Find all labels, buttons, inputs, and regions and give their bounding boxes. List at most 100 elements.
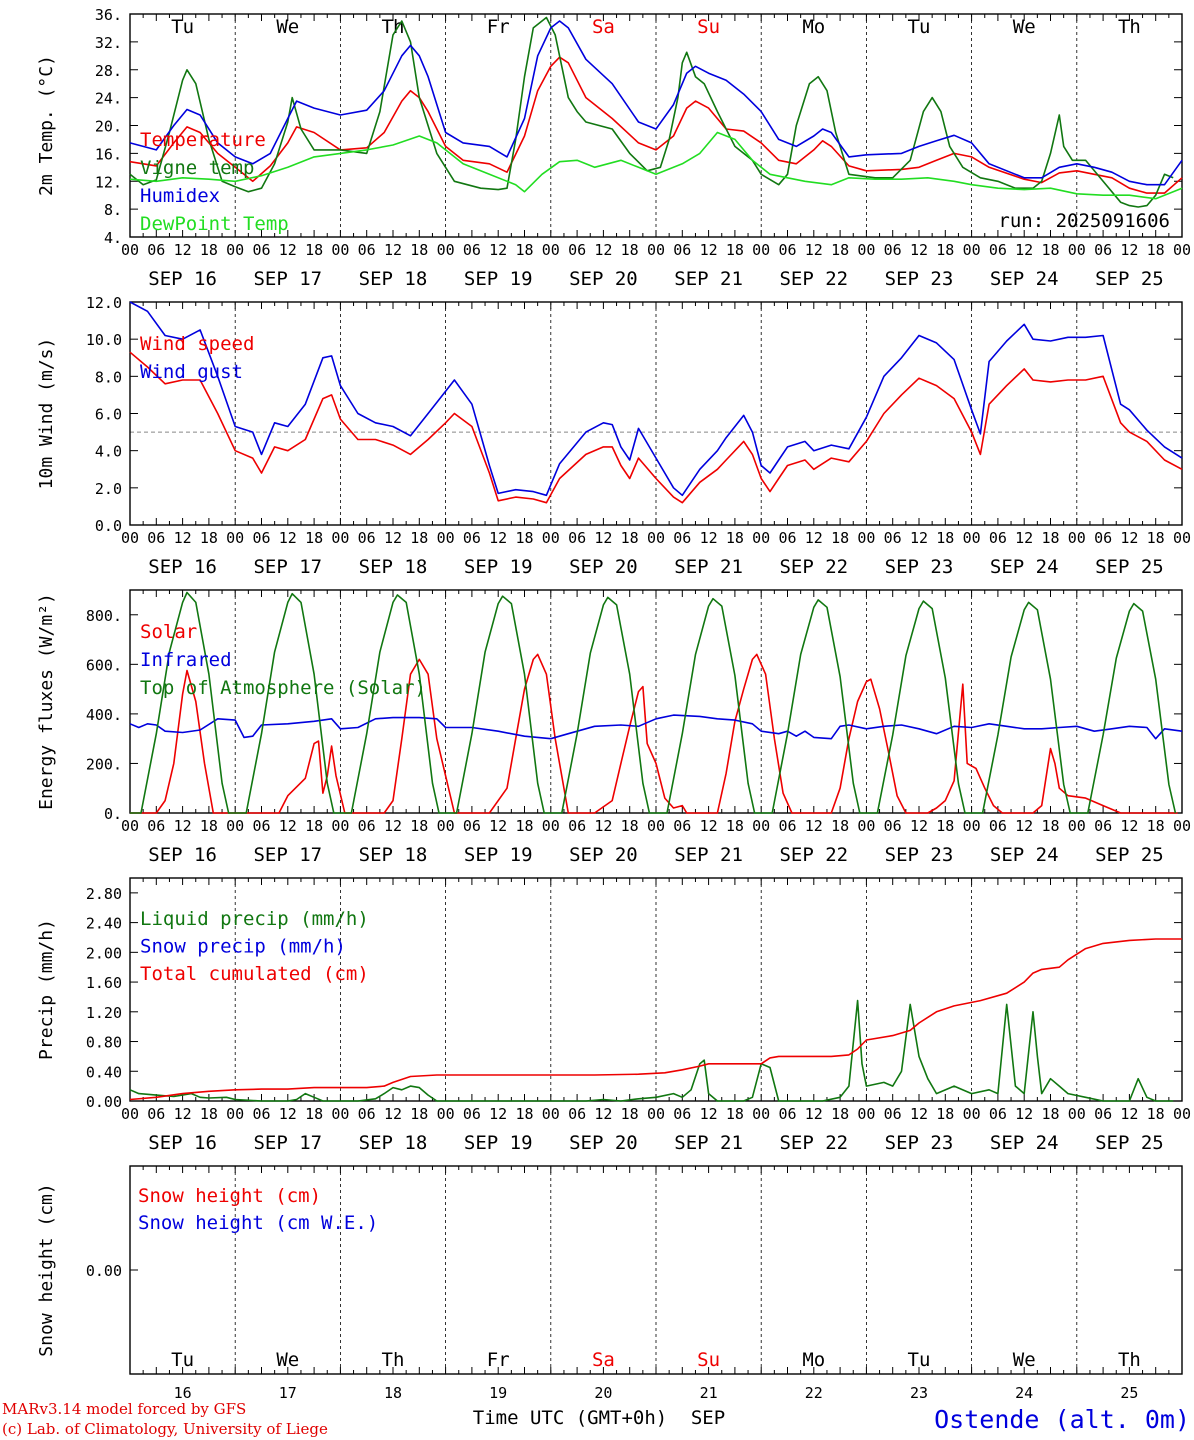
- station-name: Ostende (alt. 0m): [934, 1405, 1190, 1434]
- x-hour-label: 12: [384, 529, 402, 547]
- x-hour-label: 12: [805, 817, 823, 835]
- y-tick-label: 0.: [104, 805, 122, 823]
- x-hour-label: 06: [147, 529, 165, 547]
- x-date-label: SEP 23: [885, 844, 954, 866]
- day-number: 20: [594, 1384, 612, 1402]
- run-annotation: run: 2025091606: [998, 210, 1170, 232]
- x-date-label: SEP 20: [569, 1132, 638, 1154]
- y-tick-label: 800.: [86, 607, 122, 625]
- x-hour-label: 00: [226, 817, 244, 835]
- x-hour-label: 12: [1015, 1105, 1033, 1123]
- x-date-label: SEP 17: [253, 268, 322, 290]
- x-hour-label: 00: [752, 241, 770, 259]
- day-name: Mo: [802, 16, 825, 38]
- series-wind-0: [129, 351, 1183, 504]
- x-hour-label: 12: [700, 241, 718, 259]
- x-hour-label: 12: [700, 1105, 718, 1123]
- x-hour-label: 00: [857, 1105, 875, 1123]
- x-hour-label: 12: [910, 1105, 928, 1123]
- x-hour-label: 00: [226, 1105, 244, 1123]
- x-hour-label: 06: [252, 529, 270, 547]
- x-hour-label: 12: [700, 529, 718, 547]
- y-tick-label: 8.0: [95, 368, 122, 386]
- y-tick-label: 2.00: [86, 944, 122, 962]
- x-date-label: SEP 18: [359, 556, 428, 578]
- x-hour-label: 12: [279, 817, 297, 835]
- x-hour-label: 12: [174, 529, 192, 547]
- x-hour-label: 00: [437, 241, 455, 259]
- x-hour-label: 00: [963, 241, 981, 259]
- x-hour-label: 00: [542, 817, 560, 835]
- y-tick-label: 36.: [95, 6, 122, 24]
- x-date-label: SEP 22: [779, 268, 848, 290]
- y-tick-label: 2.0: [95, 480, 122, 498]
- x-date-label: SEP 24: [990, 1132, 1059, 1154]
- x-hour-label: 18: [831, 1105, 849, 1123]
- x-hour-label: 18: [1147, 241, 1165, 259]
- y-tick-label: 0.0: [95, 517, 122, 535]
- x-date-label: SEP 19: [464, 844, 533, 866]
- panel-energy: 0. 200. 400. 600. 800. Energy fluxes (W/m²) 00…: [36, 589, 1191, 866]
- y-tick-label: 16.: [95, 145, 122, 163]
- x-hour-label: 12: [805, 529, 823, 547]
- x-hour-label: 06: [358, 529, 376, 547]
- x-date-label: SEP 23: [885, 556, 954, 578]
- y-axis-title: Precip (mm/h): [36, 919, 57, 1060]
- x-hour-label: 00: [121, 241, 139, 259]
- x-hour-label: 00: [857, 241, 875, 259]
- x-hour-label: 12: [910, 817, 928, 835]
- x-hour-label: 06: [358, 817, 376, 835]
- x-date-label: SEP 22: [779, 1132, 848, 1154]
- x-hour-label: 00: [542, 241, 560, 259]
- series-energy-1: [129, 714, 1183, 740]
- x-hour-label: 00: [647, 1105, 665, 1123]
- x-date-label: SEP 16: [148, 1132, 217, 1154]
- x-hour-label: 06: [463, 241, 481, 259]
- x-hour-label: 00: [752, 1105, 770, 1123]
- x-hour-label: 06: [673, 241, 691, 259]
- x-hour-label: 18: [1147, 529, 1165, 547]
- x-date-label: SEP 20: [569, 268, 638, 290]
- x-hour-label: 00: [437, 529, 455, 547]
- y-tick-label: 4.0: [95, 443, 122, 461]
- x-hour-label: 12: [594, 817, 612, 835]
- x-hour-label: 18: [200, 817, 218, 835]
- x-date-label: SEP 25: [1095, 844, 1164, 866]
- x-hour-label: 06: [673, 1105, 691, 1123]
- x-hour-label: 12: [384, 241, 402, 259]
- day-number: 22: [805, 1384, 823, 1402]
- day-name: We: [1013, 1349, 1036, 1371]
- x-hour-label: 00: [121, 529, 139, 547]
- x-hour-label: 12: [1120, 817, 1138, 835]
- x-hour-label: 06: [358, 1105, 376, 1123]
- x-hour-label: 12: [489, 817, 507, 835]
- x-hour-label: 00: [752, 817, 770, 835]
- x-hour-label: 00: [1173, 241, 1191, 259]
- day-name: Th: [382, 1349, 405, 1371]
- day-name: Th: [1118, 16, 1141, 38]
- day-name: We: [276, 16, 299, 38]
- x-hour-label: 12: [1015, 241, 1033, 259]
- series-wind-1: [129, 301, 1183, 497]
- series-energy-2: [130, 591, 1177, 814]
- x-hour-label: 18: [726, 1105, 744, 1123]
- day-name: Tu: [908, 1349, 931, 1371]
- x-date-label: SEP 22: [779, 556, 848, 578]
- x-hour-label: 12: [1120, 241, 1138, 259]
- x-hour-label: 18: [410, 529, 428, 547]
- y-tick-label: 0.40: [86, 1063, 122, 1081]
- legend-entry: Snow height (cm W.E.): [138, 1212, 378, 1234]
- day-number: 19: [489, 1384, 507, 1402]
- x-hour-label: 18: [936, 1105, 954, 1123]
- x-hour-label: 18: [621, 241, 639, 259]
- x-hour-label: 06: [673, 817, 691, 835]
- day-number: 23: [910, 1384, 928, 1402]
- x-hour-label: 18: [831, 241, 849, 259]
- series-temperature-0: [129, 56, 1183, 194]
- y-tick-label: 400.: [86, 706, 122, 724]
- x-date-label: SEP 24: [990, 556, 1059, 578]
- legend-entry: Temperature: [140, 129, 266, 151]
- x-hour-label: 06: [147, 1105, 165, 1123]
- day-name: Mo: [802, 1349, 825, 1371]
- legend-entry: Vigne temp: [140, 157, 254, 179]
